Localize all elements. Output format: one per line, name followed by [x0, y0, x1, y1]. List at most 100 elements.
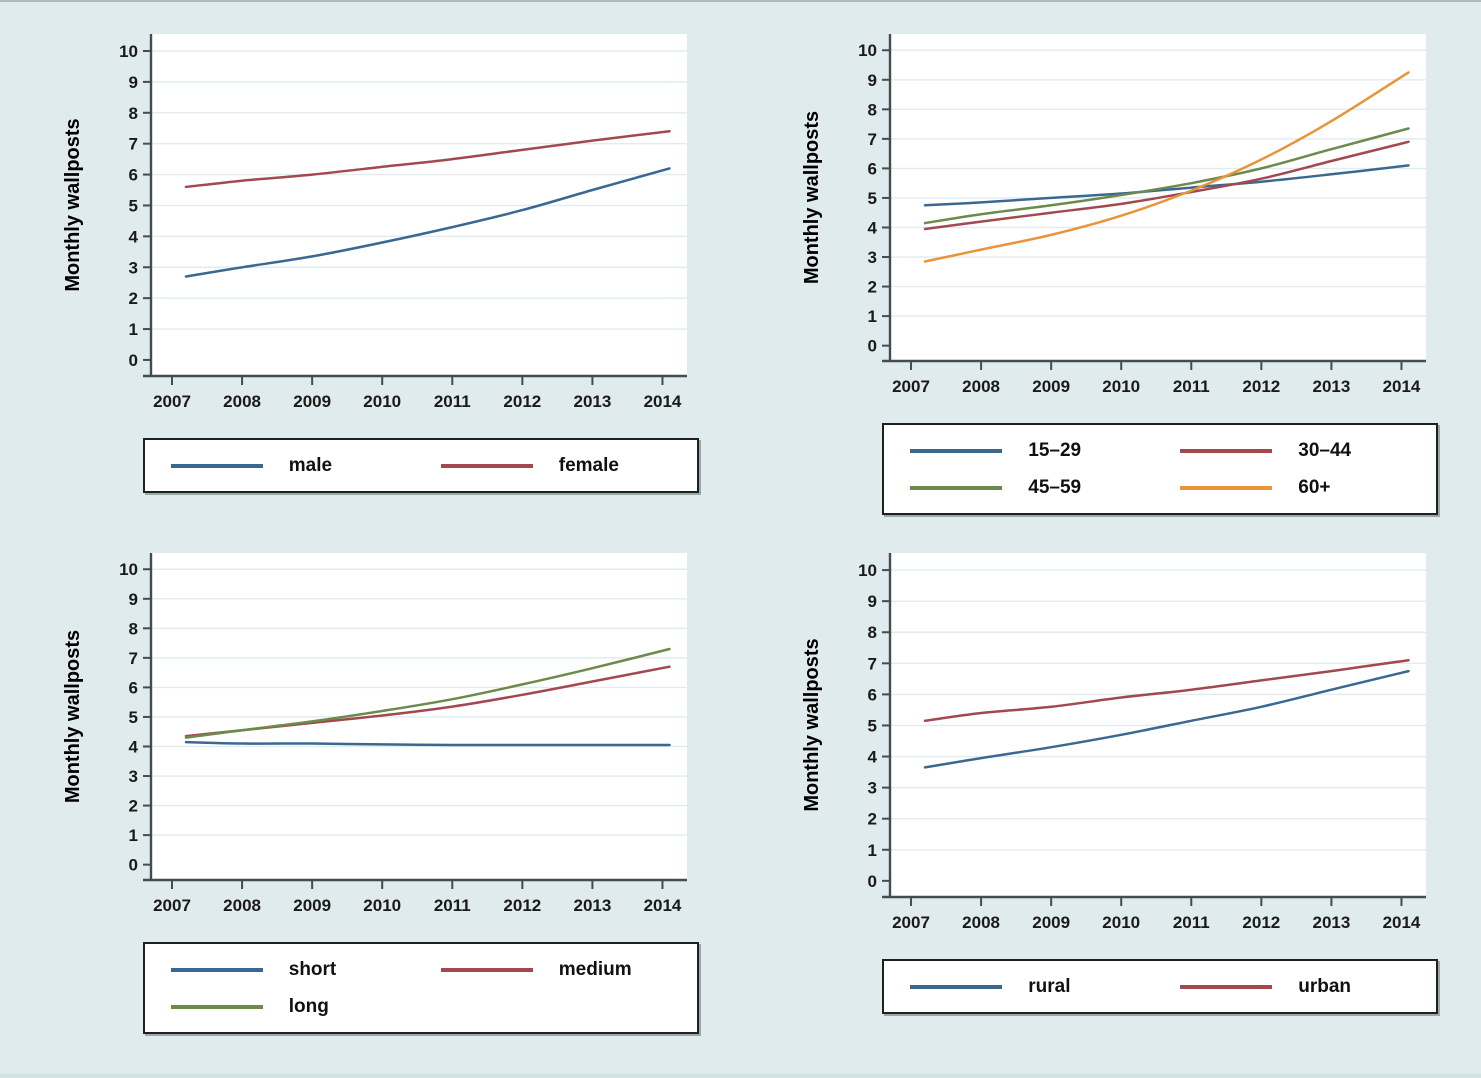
- y-tick-label: 4: [128, 737, 138, 756]
- x-tick-label: 2007: [892, 913, 930, 932]
- legend-label-15–29: 15–29: [1028, 440, 1082, 461]
- x-tick-label: 2014: [1383, 377, 1421, 396]
- series-line-long: [184, 647, 671, 739]
- legend-box-gender: male female: [142, 438, 699, 493]
- y-tick-label: 5: [128, 708, 137, 727]
- x-tick-label: 2008: [223, 392, 261, 411]
- y-tick-label: 6: [128, 678, 137, 697]
- y-tick-label: 1: [128, 826, 137, 845]
- y-tick-label: 10: [858, 41, 877, 60]
- y-axis-title: Monthly wallposts: [801, 638, 823, 811]
- y-tick-label: 9: [868, 592, 877, 611]
- legend-key-line-45–59: [910, 485, 1003, 490]
- legend-key-line-medium: [440, 967, 533, 972]
- legend-row: male female: [55, 438, 699, 493]
- x-tick-label: 2013: [573, 392, 611, 411]
- x-tick-label: 2014: [643, 392, 681, 411]
- y-tick-label: 6: [128, 166, 137, 185]
- y-tick-label: 3: [128, 258, 137, 277]
- y-tick-label: 4: [128, 227, 138, 246]
- series-line-female: [184, 130, 671, 189]
- legend-box-age-group: 15–29 30–44 45–59 60+: [882, 423, 1439, 515]
- x-tick-label: 2010: [363, 392, 401, 411]
- y-tick-label: 1: [128, 320, 137, 339]
- x-tick-label: 2010: [1103, 913, 1141, 932]
- series-line-urban: [924, 658, 1410, 723]
- legend-key-line-15–29: [910, 448, 1003, 453]
- x-tick-label: 2014: [643, 896, 681, 915]
- y-tick-label: 8: [868, 100, 877, 119]
- chart-panel-residence: 0 1 2 3 4 5 6 7 8 9 10 2007 2008 2009 2010 2011 2012 2013…: [794, 541, 1439, 1034]
- x-tick-label: 2013: [573, 896, 611, 915]
- y-tick-label: 0: [128, 351, 137, 370]
- x-tick-label: 2009: [293, 392, 331, 411]
- legend-box-membership-length: short medium long: [142, 942, 699, 1034]
- y-axis-title: Monthly wallposts: [801, 111, 823, 284]
- chart-panel-membership-length: 0 1 2 3 4 5 6 7 8 9 10 2007 2008 2009 2010 2011 2012 2013…: [55, 541, 699, 1034]
- legend-label-60+: 60+: [1298, 477, 1331, 498]
- y-tick-label: 9: [128, 73, 137, 92]
- x-tick-label: 2008: [962, 377, 1000, 396]
- y-tick-label: 3: [868, 779, 877, 798]
- legend-key-line-urban: [1180, 984, 1273, 989]
- y-tick-label: 7: [868, 654, 877, 673]
- x-tick-label: 2012: [1243, 913, 1281, 932]
- legend-label-30–44: 30–44: [1298, 440, 1352, 461]
- legend-label-medium: medium: [558, 959, 632, 980]
- x-tick-label: 2009: [1032, 913, 1070, 932]
- legend-label-long: long: [288, 996, 329, 1017]
- legend-label-short: short: [288, 959, 337, 980]
- legend-key-line-long: [170, 1004, 263, 1009]
- y-tick-label: 8: [868, 623, 877, 642]
- line-chart-membership-length: 0 1 2 3 4 5 6 7 8 9 10 2007 2008 2009 2010 2011 2012 2013…: [62, 553, 687, 915]
- x-tick-label: 2009: [293, 896, 331, 915]
- legend-row: rural urban: [794, 959, 1439, 1014]
- y-tick-label: 3: [128, 767, 137, 786]
- legend-label-female: female: [558, 455, 619, 476]
- x-tick-label: 2013: [1313, 913, 1351, 932]
- y-tick-label: 10: [119, 560, 138, 579]
- legend-key-line-short: [170, 967, 263, 972]
- legend-label-urban: urban: [1298, 976, 1352, 997]
- y-tick-label: 9: [868, 71, 877, 90]
- y-tick-label: 3: [868, 248, 877, 267]
- legend-row: short medium long: [55, 942, 699, 1034]
- series-line-short: [184, 740, 671, 747]
- y-tick-label: 0: [128, 856, 137, 875]
- y-tick-label: 1: [868, 307, 877, 326]
- y-tick-label: 2: [868, 278, 877, 297]
- series-line-rural: [924, 669, 1410, 769]
- x-tick-label: 2007: [892, 377, 930, 396]
- y-tick-label: 1: [868, 841, 877, 860]
- y-tick-label: 9: [128, 590, 137, 609]
- x-tick-label: 2010: [1103, 377, 1141, 396]
- y-tick-label: 0: [868, 872, 877, 891]
- legend-label-45–59: 45–59: [1028, 477, 1082, 498]
- series-line-15–29: [924, 164, 1410, 207]
- legend-key-line-60+: [1180, 485, 1273, 490]
- y-tick-label: 2: [868, 810, 877, 829]
- legend-key-line-rural: [910, 984, 1003, 989]
- x-tick-label: 2012: [1243, 377, 1281, 396]
- y-axis-title: Monthly wallposts: [62, 630, 84, 803]
- y-tick-label: 10: [858, 561, 877, 580]
- x-tick-label: 2012: [503, 896, 541, 915]
- y-tick-label: 4: [868, 218, 878, 237]
- y-tick-label: 8: [128, 104, 137, 123]
- series-line-30–44: [924, 140, 1410, 231]
- x-tick-label: 2011: [1173, 377, 1210, 396]
- legend-key-line-male: [170, 463, 263, 468]
- y-tick-label: 7: [128, 135, 137, 154]
- legend-label-rural: rural: [1028, 976, 1071, 997]
- x-tick-label: 2012: [503, 392, 541, 411]
- x-tick-label: 2007: [153, 392, 191, 411]
- x-tick-label: 2011: [434, 896, 471, 915]
- legend-label-male: male: [288, 455, 333, 476]
- x-tick-label: 2011: [1173, 913, 1210, 932]
- y-tick-label: 2: [128, 797, 137, 816]
- x-tick-label: 2010: [363, 896, 401, 915]
- y-tick-label: 7: [868, 130, 877, 149]
- chart-panel-gender: 0 1 2 3 4 5 6 7 8 9 10 2007 2008 2009 2010 2011 2012 2013…: [55, 22, 699, 515]
- line-chart-age-group: 0 1 2 3 4 5 6 7 8 9 10 2007 2008 2009 2010 2011 2012 2013…: [801, 34, 1427, 396]
